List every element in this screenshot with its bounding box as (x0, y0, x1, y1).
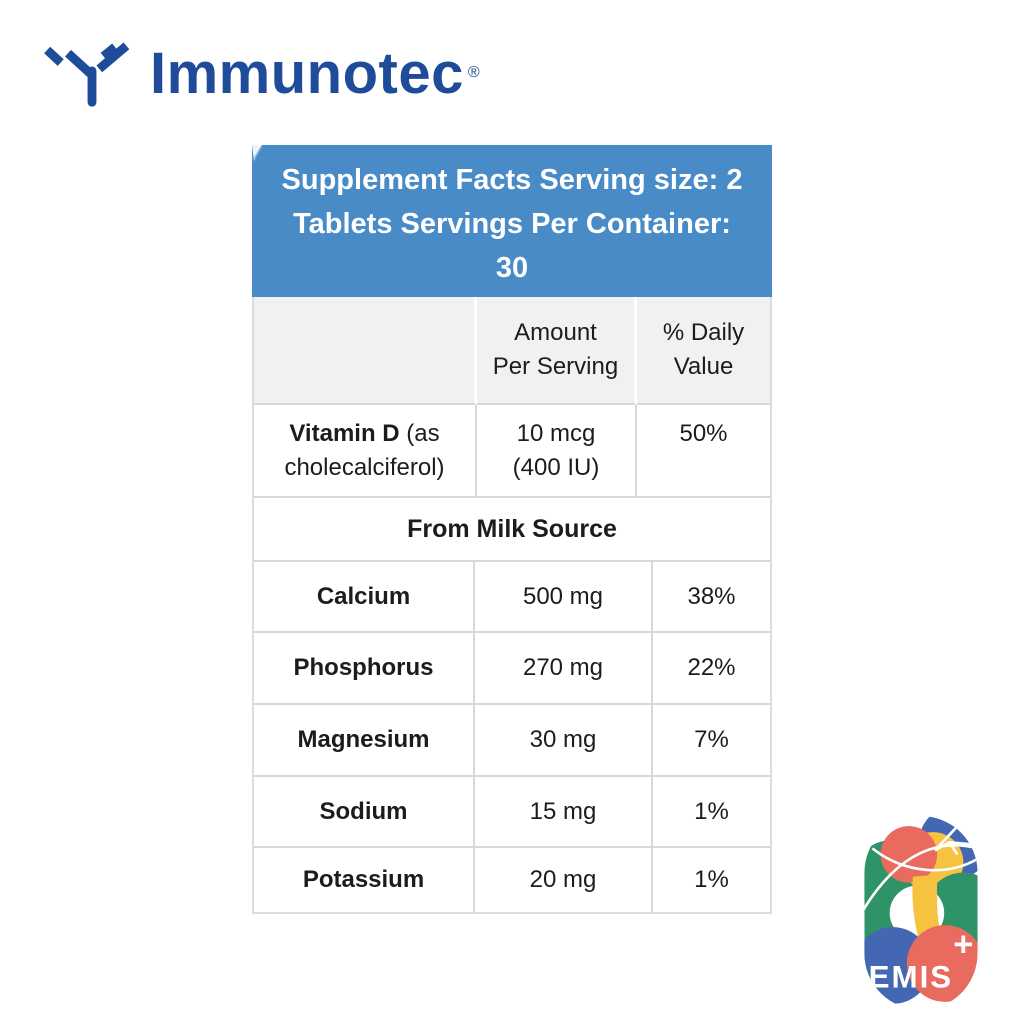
vitamin-d-name: Vitamin D (289, 419, 400, 447)
mineral-name: Potassium (254, 848, 475, 912)
mineral-name: Sodium (254, 777, 475, 848)
section-header-from-milk-source: From Milk Source (254, 498, 770, 562)
supplement-table-body: Amount Per Serving % Daily Value Vitamin… (252, 297, 772, 914)
supplement-facts-title: Supplement Facts Serving size: 2 Tablets… (252, 145, 772, 297)
vitamin-d-daily-value-cell: 50% (637, 405, 770, 498)
registered-mark: ® (467, 64, 480, 81)
mineral-amount: 270 mg (475, 633, 653, 705)
mineral-amount: 30 mg (475, 705, 653, 777)
emis-plus-icon: + (953, 925, 973, 963)
brand-wordmark: Immunotec (150, 40, 464, 106)
title-line-2: Tablets Servings Per Container: (293, 208, 731, 240)
antibody-icon (44, 42, 130, 107)
column-header-nutrient (254, 297, 477, 405)
column-header-amount: Amount Per Serving (477, 297, 637, 405)
immunotec-logo: Immunotec ® (44, 34, 480, 112)
emis-wordmark: EMIS (869, 960, 954, 995)
mineral-daily-value: 22% (653, 633, 770, 705)
mineral-amount: 15 mg (475, 777, 653, 848)
mineral-daily-value: 38% (653, 562, 770, 633)
column-header-daily-value: % Daily Value (637, 297, 770, 405)
mineral-amount: 20 mg (475, 848, 653, 912)
mineral-name: Phosphorus (254, 633, 475, 705)
lower-grid: Calcium 500 mg 38% Phosphorus 270 mg 22%… (254, 562, 770, 912)
mineral-name: Magnesium (254, 705, 475, 777)
emis-logo: EMIS + (864, 816, 978, 1010)
supplement-facts-table: Supplement Facts Serving size: 2 Tablets… (252, 145, 772, 914)
mineral-daily-value: 1% (653, 777, 770, 848)
vitamin-d-name-cell: Vitamin D (as cholecalciferol) (254, 405, 477, 498)
title-line-3: 30 (495, 252, 529, 284)
mineral-daily-value: 7% (653, 705, 770, 777)
title-line-1: Supplement Facts Serving size: 2 (281, 164, 743, 196)
mineral-daily-value: 1% (653, 848, 770, 912)
mineral-name: Calcium (254, 562, 475, 633)
upper-grid: Amount Per Serving % Daily Value Vitamin… (254, 297, 770, 498)
emis-badge: EMIS + (864, 816, 978, 1010)
mineral-amount: 500 mg (475, 562, 653, 633)
vitamin-d-amount-cell: 10 mcg (400 IU) (477, 405, 637, 498)
